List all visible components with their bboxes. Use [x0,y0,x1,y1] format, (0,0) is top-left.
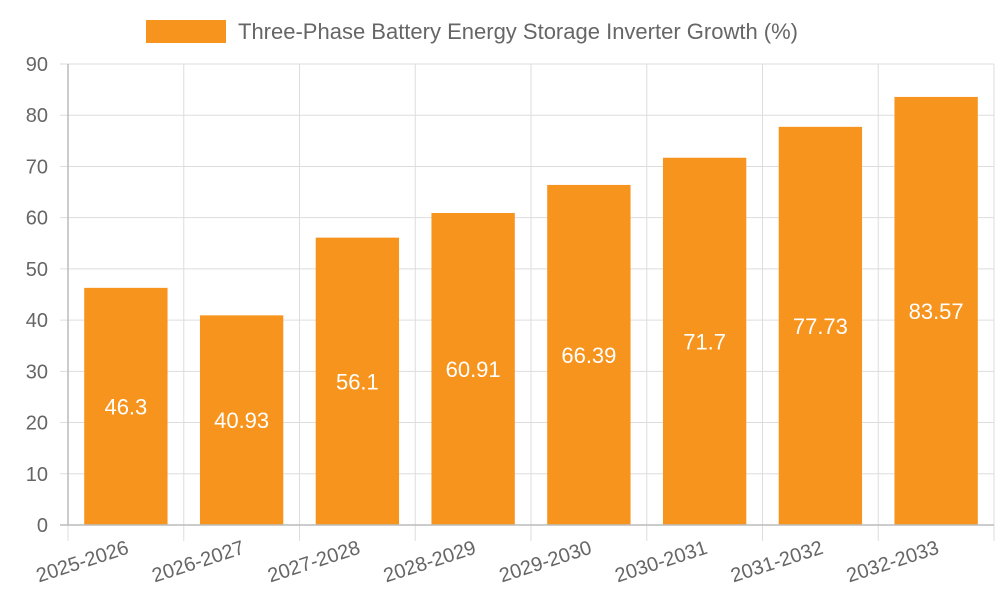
bar[interactable] [431,213,515,526]
y-tick-label: 70 [26,156,48,178]
y-tick-label: 10 [26,464,48,486]
bar[interactable] [315,237,400,526]
legend[interactable]: Three-Phase Battery Energy Storage Inver… [146,19,798,44]
bar[interactable] [778,126,863,525]
bar-value-label: 71.7 [683,329,726,354]
y-tick-label: 40 [26,310,48,332]
bar-value-label: 46.3 [104,394,147,419]
bar[interactable] [662,157,747,525]
bar-value-label: 77.73 [793,314,848,339]
bar[interactable] [199,315,284,525]
bar[interactable] [894,96,978,526]
x-tick-label: 2025-2026 [34,537,132,587]
x-tick-label: 2031-2032 [728,537,826,587]
bar[interactable] [547,184,631,525]
x-tick-label: 2027-2028 [265,537,363,587]
y-tick-label: 90 [26,54,48,76]
bar-value-label: 66.39 [561,343,616,368]
y-tick-label: 80 [26,105,48,127]
x-tick-label: 2032-2033 [844,537,942,587]
bar-value-label: 40.93 [214,408,269,433]
legend-swatch [146,20,226,43]
bars: 46.3 40.93 56.1 60.91 66.39 71.7 77.73 83.57 [84,96,978,526]
y-tick-label: 20 [26,413,48,435]
axes [60,64,994,526]
x-tick-label: 2029-2030 [497,537,595,587]
x-tick-label: 2028-2029 [381,537,479,587]
y-tick-label: 30 [26,361,48,383]
bar-value-label: 83.57 [909,299,964,324]
y-tick-label: 50 [26,259,48,281]
bar[interactable] [84,287,168,525]
legend-label: Three-Phase Battery Energy Storage Inver… [238,19,798,44]
y-tick-label: 0 [37,515,48,537]
bar-value-label: 60.91 [446,357,501,382]
x-tick-label: 2030-2031 [612,537,710,587]
x-tick-label: 2026-2027 [149,537,247,587]
bar-value-label: 56.1 [336,369,379,394]
y-tick-label: 60 [26,208,48,230]
